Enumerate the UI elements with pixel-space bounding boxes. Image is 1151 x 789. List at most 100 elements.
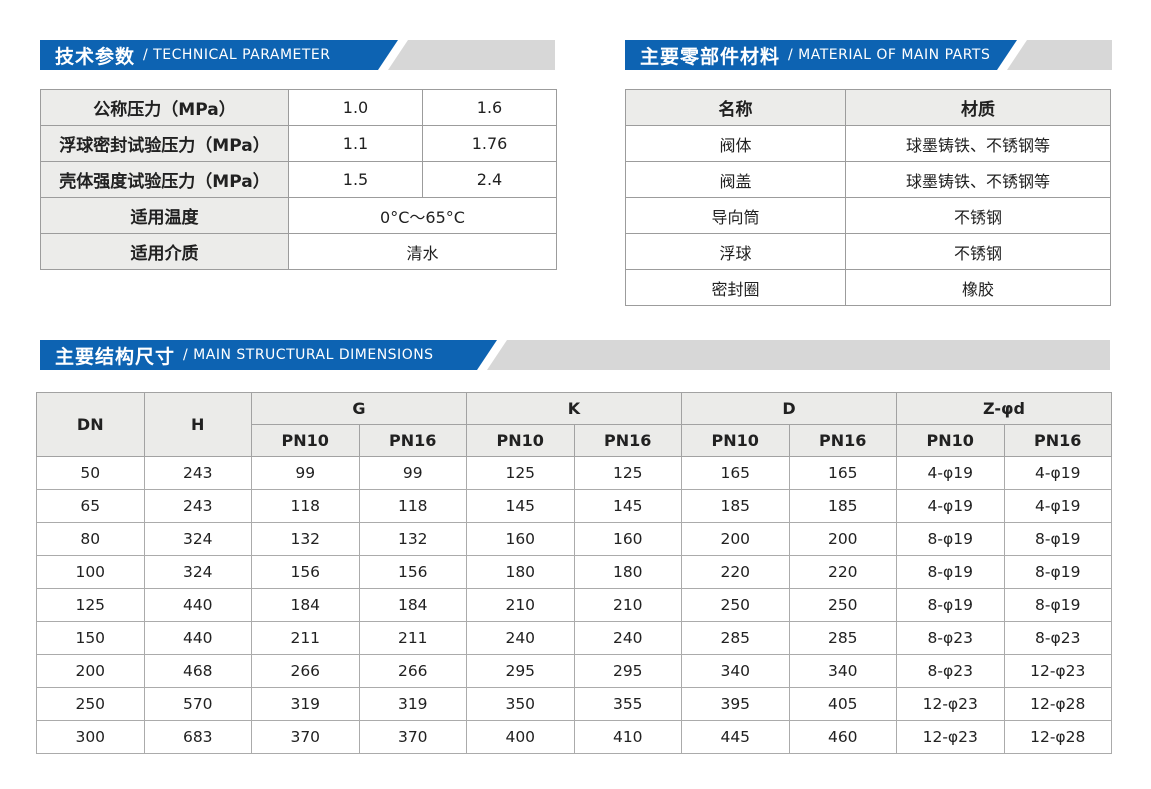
tech-param-value: 1.76 bbox=[422, 125, 557, 162]
dimension-value: 240 bbox=[573, 621, 682, 655]
tech-param-value: 1.5 bbox=[288, 161, 423, 198]
dimensions-group-k: K bbox=[466, 392, 682, 425]
dimension-value: 210 bbox=[573, 588, 682, 622]
dimension-value: 285 bbox=[788, 621, 897, 655]
dimension-row: 200 468 266 266 295 295 340 340 8-φ23 12-φ23 bbox=[36, 654, 1112, 688]
dimension-value: 99 bbox=[251, 456, 360, 490]
dimension-value: 185 bbox=[681, 489, 790, 523]
dimension-value: 340 bbox=[788, 654, 897, 688]
dimensions-group-header-row: DN H G K D Z-φd bbox=[36, 392, 1112, 457]
dimension-value: 319 bbox=[251, 687, 360, 721]
material-row: 导向筒 不锈钢 bbox=[625, 197, 1111, 234]
dimension-row: 50 243 99 99 125 125 165 165 4-φ19 4-φ19 bbox=[36, 456, 1112, 490]
tech-param-label: 公称压力（MPa） bbox=[40, 89, 289, 126]
dimension-value: 285 bbox=[681, 621, 790, 655]
materials-col-name: 名称 bbox=[625, 89, 846, 126]
dimension-value: 4-φ19 bbox=[1003, 489, 1112, 523]
dimensions-subcol-pn10: PN10 bbox=[466, 424, 575, 457]
dimensions-subcol-pn10: PN10 bbox=[251, 424, 360, 457]
dimension-value: 118 bbox=[358, 489, 467, 523]
tech-param-row: 壳体强度试验压力（MPa） 1.5 2.4 bbox=[40, 161, 557, 198]
dimension-row: 250 570 319 319 350 355 395 405 12-φ23 12-φ28 bbox=[36, 687, 1112, 721]
material-part-name: 阀体 bbox=[625, 125, 846, 162]
dimension-value: 300 bbox=[36, 720, 145, 754]
dimension-value: 8-φ23 bbox=[1003, 621, 1112, 655]
dimension-value: 266 bbox=[358, 654, 467, 688]
dimension-value: 8-φ19 bbox=[896, 522, 1005, 556]
dimensions-title-zh: 主要结构尺寸 bbox=[55, 345, 176, 368]
material-part-name: 阀盖 bbox=[625, 161, 846, 198]
dimension-value: 4-φ19 bbox=[1003, 456, 1112, 490]
dimension-value: 8-φ19 bbox=[896, 555, 1005, 589]
tech-param-label: 壳体强度试验压力（MPa） bbox=[40, 161, 289, 198]
dimension-value: 160 bbox=[573, 522, 682, 556]
dimensions-subcol-pn16: PN16 bbox=[573, 424, 682, 457]
dimension-value: 160 bbox=[466, 522, 575, 556]
dimension-row: 300 683 370 370 400 410 445 460 12-φ23 12-φ28 bbox=[36, 720, 1112, 754]
dimension-value: 220 bbox=[788, 555, 897, 589]
dimensions-table: DN H G K D Z-φd PN10 PN16 PN10 PN16 PN10… bbox=[36, 392, 1112, 754]
dimension-value: 125 bbox=[573, 456, 682, 490]
dimensions-header-gray-bar bbox=[487, 340, 1110, 370]
dimension-value: 184 bbox=[358, 588, 467, 622]
dimension-value: 440 bbox=[143, 621, 252, 655]
materials-header: 主要零部件材料 / MATERIAL OF MAIN PARTS bbox=[625, 40, 1112, 70]
dimension-value: 150 bbox=[36, 621, 145, 655]
dimensions-group-d: D bbox=[681, 392, 897, 425]
materials-header-row: 名称 材质 bbox=[625, 89, 1111, 126]
dimension-value: 395 bbox=[681, 687, 790, 721]
dimension-value: 145 bbox=[573, 489, 682, 523]
dimensions-title-en: / MAIN STRUCTURAL DIMENSIONS bbox=[183, 347, 434, 363]
dimension-value: 570 bbox=[143, 687, 252, 721]
dimension-value: 145 bbox=[466, 489, 575, 523]
dimension-value: 410 bbox=[573, 720, 682, 754]
dimension-value: 125 bbox=[466, 456, 575, 490]
material-part-name: 浮球 bbox=[625, 233, 846, 270]
dimension-value: 118 bbox=[251, 489, 360, 523]
dimension-value: 295 bbox=[573, 654, 682, 688]
dimensions-group-zphid: Z-φd bbox=[896, 392, 1112, 425]
dimension-value: 211 bbox=[251, 621, 360, 655]
tech-param-value: 1.1 bbox=[288, 125, 423, 162]
dimension-value: 211 bbox=[358, 621, 467, 655]
dimension-value: 80 bbox=[36, 522, 145, 556]
dimension-value: 445 bbox=[681, 720, 790, 754]
materials-title-en: / MATERIAL OF MAIN PARTS bbox=[788, 47, 991, 63]
dimension-row: 150 440 211 211 240 240 285 285 8-φ23 8-φ23 bbox=[36, 621, 1112, 655]
dimension-row: 80 324 132 132 160 160 200 200 8-φ19 8-φ19 bbox=[36, 522, 1112, 556]
dimension-value: 132 bbox=[358, 522, 467, 556]
dimension-value: 200 bbox=[681, 522, 790, 556]
dimension-value: 460 bbox=[788, 720, 897, 754]
dimension-value: 200 bbox=[36, 654, 145, 688]
dimension-value: 683 bbox=[143, 720, 252, 754]
dimension-value: 165 bbox=[788, 456, 897, 490]
dimension-value: 8-φ19 bbox=[1003, 588, 1112, 622]
dimension-value: 99 bbox=[358, 456, 467, 490]
dimension-value: 250 bbox=[788, 588, 897, 622]
dimension-row: 125 440 184 184 210 210 250 250 8-φ19 8-φ19 bbox=[36, 588, 1112, 622]
dimension-row: 100 324 156 156 180 180 220 220 8-φ19 8-φ19 bbox=[36, 555, 1112, 589]
dimension-value: 8-φ19 bbox=[896, 588, 1005, 622]
dimensions-subcol-pn10: PN10 bbox=[681, 424, 790, 457]
dimension-value: 220 bbox=[681, 555, 790, 589]
dimension-value: 266 bbox=[251, 654, 360, 688]
dimension-value: 132 bbox=[251, 522, 360, 556]
dimension-value: 65 bbox=[36, 489, 145, 523]
dimensions-subcol-pn16: PN16 bbox=[1003, 424, 1112, 457]
dimension-value: 165 bbox=[681, 456, 790, 490]
dimension-value: 185 bbox=[788, 489, 897, 523]
material-row: 阀盖 球墨铸铁、不锈钢等 bbox=[625, 161, 1111, 198]
tech-params-header-gray-bar bbox=[388, 40, 555, 70]
dimension-value: 184 bbox=[251, 588, 360, 622]
dimensions-subcol-pn10: PN10 bbox=[896, 424, 1005, 457]
material-part-name: 导向筒 bbox=[625, 197, 846, 234]
dimensions-subcol-pn16: PN16 bbox=[358, 424, 467, 457]
material-part-name: 密封圈 bbox=[625, 269, 846, 306]
tech-param-row: 适用介质 清水 bbox=[40, 233, 557, 270]
dimension-value: 12-φ23 bbox=[1003, 654, 1112, 688]
dimensions-header-blue-bar: 主要结构尺寸 / MAIN STRUCTURAL DIMENSIONS bbox=[40, 340, 497, 370]
dimension-value: 12-φ23 bbox=[896, 720, 1005, 754]
dimension-value: 4-φ19 bbox=[896, 456, 1005, 490]
dimension-value: 4-φ19 bbox=[896, 489, 1005, 523]
